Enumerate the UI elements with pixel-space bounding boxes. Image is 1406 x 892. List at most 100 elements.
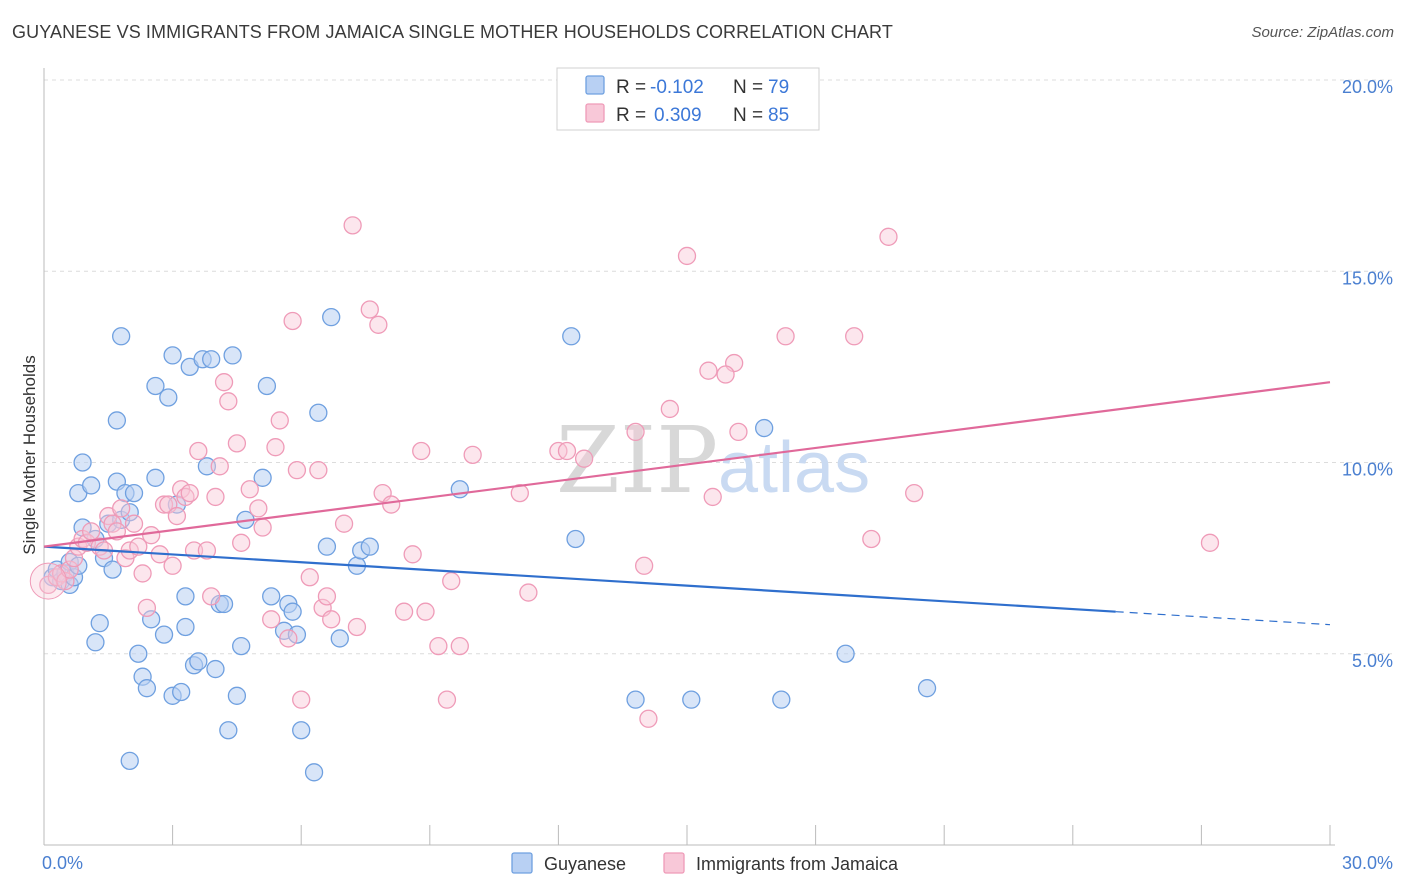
jamaica-point	[279, 629, 298, 648]
jamaica-point	[369, 315, 388, 334]
jamaica-point	[729, 422, 748, 442]
y-tick-label: 15.0%	[1342, 268, 1393, 288]
axes	[43, 68, 1335, 846]
jamaica-point	[240, 480, 259, 499]
jamaica-point	[703, 487, 722, 507]
jamaica-point	[210, 457, 229, 476]
jamaica-point	[360, 300, 379, 319]
jamaica-point	[334, 514, 354, 533]
y-tick-label: 20.0%	[1342, 77, 1393, 97]
series-legend-jamaica: Immigrants from Jamaica	[696, 854, 899, 874]
y-tick-label: 10.0%	[1342, 460, 1393, 480]
guyanese-point	[112, 327, 131, 346]
guyanese-point	[317, 537, 337, 556]
guyanese-point	[146, 468, 165, 487]
jamaica-point	[699, 361, 718, 380]
jamaica-point	[660, 399, 680, 419]
jamaica-point	[56, 571, 75, 591]
jamaica-point	[429, 636, 448, 656]
guyanese-point	[86, 633, 105, 652]
legend-n-value: 79	[768, 77, 789, 98]
watermark-atlas: atlas	[718, 428, 870, 508]
jamaica-point	[133, 564, 152, 583]
guyanese-point	[82, 476, 101, 495]
jamaica-point	[862, 529, 881, 549]
guyanese-point	[227, 686, 247, 705]
legend-n-value: 85	[768, 105, 789, 126]
jamaica-point	[510, 483, 529, 503]
jamaica-points	[29, 216, 1220, 728]
jamaica-point	[317, 587, 337, 606]
guyanese-point	[287, 625, 307, 644]
jamaica-point	[219, 392, 238, 411]
guyanese-point	[120, 503, 139, 522]
jamaica-point	[107, 522, 127, 541]
legend-r-value: -0.102	[650, 77, 704, 98]
legend-r-label: R =	[616, 77, 646, 98]
jamaica-point	[776, 327, 795, 346]
series-legend-swatch-guyanese	[511, 852, 533, 874]
guyanese-point	[142, 610, 161, 629]
guyanese-point	[626, 690, 645, 709]
jamaica-point	[249, 499, 268, 518]
jamaica-point	[167, 506, 187, 526]
legend-n-label: N =	[733, 105, 763, 126]
guyanese-point	[202, 350, 221, 369]
guyanese-point	[232, 636, 251, 656]
guyanese-point	[772, 690, 791, 709]
jamaica-point	[300, 568, 319, 587]
jamaica-trend-line	[43, 381, 1331, 548]
jamaica-point	[262, 610, 281, 629]
jamaica-point	[29, 562, 67, 600]
guyanese-trend-extension	[1115, 611, 1331, 626]
jamaica-point	[347, 617, 367, 637]
guyanese-point	[107, 411, 127, 430]
jamaica-point	[382, 495, 401, 514]
jamaica-point	[253, 518, 272, 537]
trend-lines	[43, 381, 1331, 626]
guyanese-point	[176, 617, 195, 637]
jamaica-point	[82, 522, 101, 541]
jamaica-point	[437, 690, 457, 709]
jamaica-point	[60, 560, 79, 579]
guyanese-point	[90, 614, 109, 633]
jamaica-point	[845, 327, 864, 346]
guyanese-point	[172, 682, 191, 702]
x-tick-label: 30.0%	[1342, 853, 1393, 873]
jamaica-point	[129, 537, 148, 556]
x-tick-label: 0.0%	[42, 853, 83, 873]
stats-legend: R = -0.102 N = 79 R = 0.309 N = 85	[556, 67, 820, 131]
jamaica-point	[403, 545, 422, 564]
guyanese-point	[197, 457, 217, 476]
guyanese-point	[322, 307, 341, 327]
guyanese-point	[836, 644, 855, 663]
guyanese-trend-line	[43, 545, 1116, 613]
legend-r-value: 0.309	[654, 105, 702, 126]
guyanese-point	[330, 629, 349, 648]
jamaica-point	[287, 460, 307, 480]
jamaica-point	[292, 690, 311, 709]
guyanese-point	[360, 537, 379, 556]
jamaica-point	[905, 483, 924, 503]
jamaica-point	[64, 548, 84, 568]
jamaica-point	[214, 373, 234, 392]
jamaica-point	[137, 598, 157, 617]
x-tick-labels: 0.0% 30.0%	[42, 853, 1393, 873]
guyanese-point	[137, 679, 157, 698]
guyanese-point	[755, 418, 774, 438]
jamaica-point	[463, 445, 482, 465]
jamaica-point	[227, 434, 247, 453]
guyanese-point	[682, 690, 701, 709]
series-legend-guyanese: Guyanese	[544, 854, 626, 874]
jamaica-point	[206, 487, 225, 507]
jamaica-point	[879, 227, 898, 246]
jamaica-point	[557, 441, 577, 461]
jamaica-point	[677, 246, 697, 266]
jamaica-point	[1200, 533, 1220, 552]
jamaica-point	[416, 602, 435, 621]
guyanese-point	[309, 403, 328, 422]
guyanese-point	[129, 644, 148, 663]
legend-r-label: R =	[616, 105, 646, 126]
jamaica-point	[202, 587, 221, 606]
jamaica-point	[309, 460, 328, 480]
